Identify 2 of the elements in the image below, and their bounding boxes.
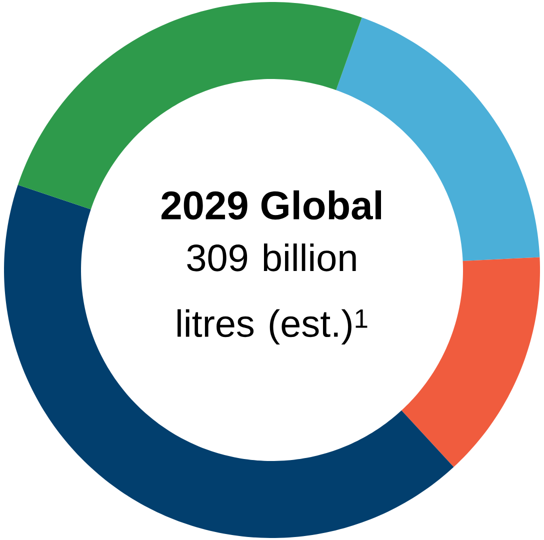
text: 2029 Global: [162, 190, 381, 220]
text: 309 billion litres (est.)$^{1}$: [178, 244, 368, 345]
